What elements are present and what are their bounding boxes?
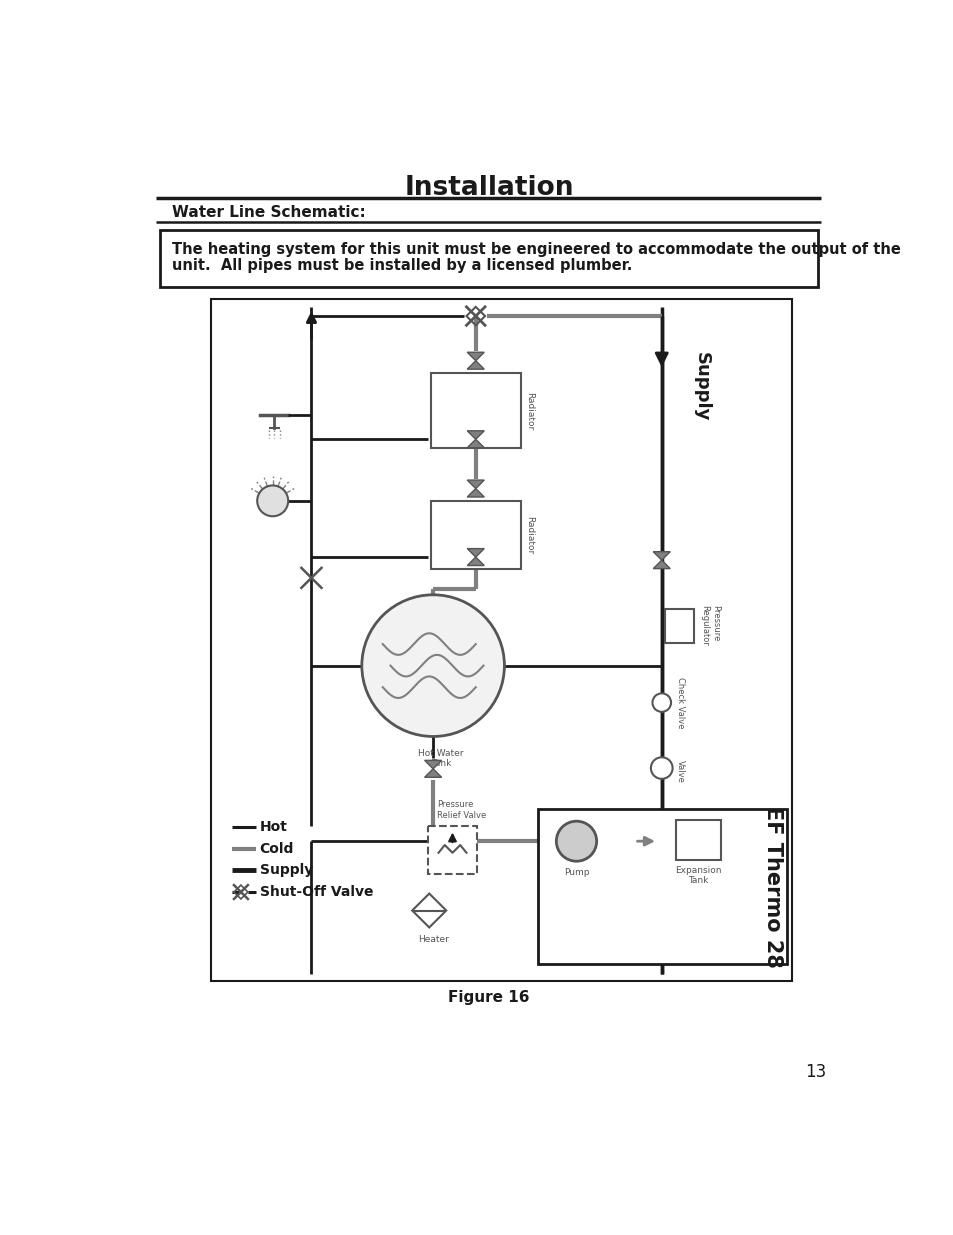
Bar [431, 501, 520, 568]
Polygon shape [467, 352, 484, 361]
Text: Radiator: Radiator [525, 391, 534, 430]
Polygon shape [653, 552, 670, 561]
Circle shape [361, 595, 504, 736]
Bar [675, 820, 720, 860]
Circle shape [652, 693, 670, 711]
Polygon shape [653, 561, 670, 568]
Polygon shape [467, 361, 484, 369]
Text: Valve: Valve [675, 761, 684, 783]
Text: 13: 13 [804, 1063, 825, 1081]
Polygon shape [424, 761, 441, 769]
Polygon shape [467, 480, 484, 489]
Text: Water Line Schematic:: Water Line Schematic: [172, 205, 365, 220]
Text: Figure 16: Figure 16 [448, 990, 529, 1005]
Text: unit.  All pipes must be installed by a licensed plumber.: unit. All pipes must be installed by a l… [172, 258, 632, 273]
Text: EF Thermo 28: EF Thermo 28 [762, 805, 782, 967]
Text: Supply: Supply [692, 352, 710, 421]
Circle shape [257, 485, 288, 516]
Polygon shape [424, 769, 441, 777]
Polygon shape [467, 431, 484, 440]
Bar [159, 230, 818, 287]
Polygon shape [467, 440, 484, 448]
Polygon shape [467, 557, 484, 566]
Text: Heater: Heater [417, 935, 448, 944]
Text: Pressure
Relief Valve: Pressure Relief Valve [436, 800, 486, 820]
Text: Pump: Pump [563, 868, 589, 877]
Text: Expansion
Tank: Expansion Tank [674, 866, 720, 885]
Bar [537, 809, 786, 965]
Circle shape [650, 757, 672, 779]
Bar [427, 826, 476, 873]
Text: Radiator: Radiator [525, 516, 534, 553]
Text: Check Valve: Check Valve [675, 677, 684, 729]
Text: Cold: Cold [259, 842, 294, 856]
Bar [431, 373, 520, 448]
Text: Hot: Hot [259, 820, 287, 835]
Circle shape [556, 821, 596, 861]
Polygon shape [467, 548, 484, 557]
Text: Installation: Installation [404, 175, 573, 201]
Text: Pressure
Regulator: Pressure Regulator [700, 605, 720, 646]
Polygon shape [467, 489, 484, 496]
Text: Shut-Off Valve: Shut-Off Valve [259, 885, 373, 899]
Text: Hot Water
Tank: Hot Water Tank [417, 748, 463, 768]
Bar [664, 609, 694, 642]
Text: Supply: Supply [259, 863, 313, 877]
Text: The heating system for this unit must be engineered to accommodate the output of: The heating system for this unit must be… [172, 242, 900, 257]
Bar [211, 299, 791, 982]
